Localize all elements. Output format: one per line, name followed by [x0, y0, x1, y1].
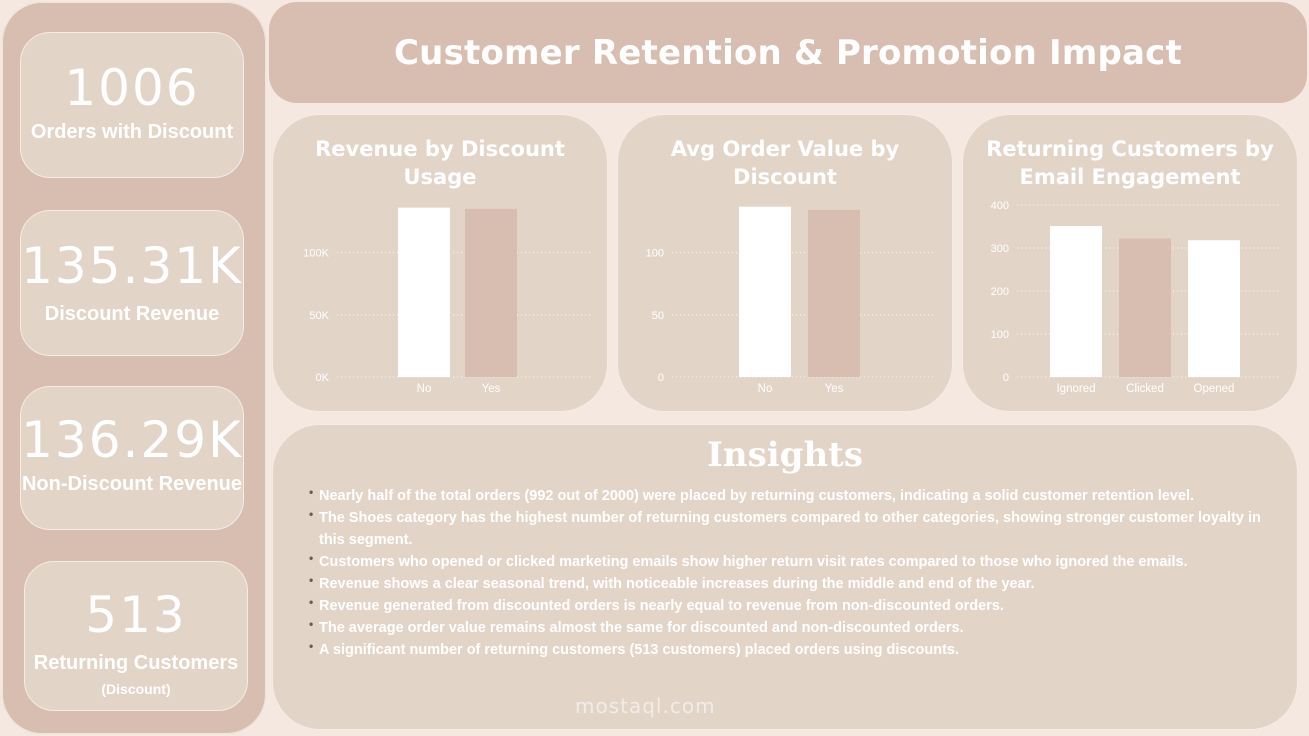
chart-title: Revenue by Discount Usage — [315, 137, 565, 189]
y-tick-label: 200 — [991, 286, 1009, 298]
insight-item: Customers who opened or clicked marketin… — [309, 547, 1261, 573]
bar-opened — [1188, 240, 1240, 377]
chart-revenue-by-discount: 0K 50K 100K No Yes — [303, 207, 591, 395]
x-tick-label: Yes — [825, 383, 844, 395]
bar-no — [398, 207, 450, 377]
y-tick-label: 0 — [658, 372, 664, 384]
insight-item: A significant number of returning custom… — [309, 635, 1261, 661]
kpi-card-returning-customers: 513 Returning Customers (Discount) — [24, 561, 248, 711]
insights-title: Insights — [706, 435, 864, 475]
kpi-value: 513 — [85, 586, 187, 644]
insight-item: The Shoes category has the highest numbe… — [309, 503, 1261, 551]
chart-card-email-engagement: Returning Customers by Email Engagement … — [962, 114, 1298, 412]
y-tick-label: 0 — [1003, 372, 1009, 384]
kpi-value: 135.31K — [21, 237, 243, 295]
x-tick-label: Ignored — [1056, 383, 1095, 395]
watermark: mostaql.com — [575, 694, 716, 718]
chart-avg-order-value: 0 50 100 No Yes — [646, 206, 936, 395]
insights-card: Insights Nearly half of the total orders… — [272, 424, 1298, 730]
insight-item: Nearly half of the total orders (992 out… — [309, 481, 1261, 507]
x-tick-label: No — [417, 383, 432, 395]
kpi-label: Non-Discount Revenue — [21, 473, 243, 495]
chart-card-avg-order-value: Avg Order Value by Discount 0 50 100 No Yes — [617, 114, 953, 412]
chart-title: Avg Order Value by Discount — [670, 137, 900, 189]
y-tick-label: 100 — [646, 248, 664, 260]
y-tick-label: 50K — [309, 310, 329, 322]
kpi-sublabel: (Discount) — [101, 681, 171, 697]
x-tick-label: No — [758, 383, 773, 395]
chart-card-revenue-by-discount: Revenue by Discount Usage 0K 50K 100K No Yes — [272, 114, 608, 412]
insights-list: Nearly half of the total orders (992 out… — [309, 481, 1261, 661]
y-tick-label: 100 — [991, 329, 1009, 341]
kpi-value: 136.29K — [21, 411, 243, 469]
insight-item: Revenue generated from discounted orders… — [309, 591, 1261, 617]
y-tick-label: 50 — [652, 310, 664, 322]
bar-yes — [808, 209, 860, 377]
x-tick-label: Yes — [482, 383, 501, 395]
x-tick-label: Clicked — [1126, 383, 1164, 395]
bar-no — [739, 206, 791, 377]
kpi-label: Returning Customers — [33, 652, 239, 674]
kpi-card-non-discount-revenue: 136.29K Non-Discount Revenue — [20, 386, 244, 530]
kpi-label: Orders with Discount — [30, 121, 234, 143]
x-tick-label: Opened — [1194, 383, 1235, 395]
y-tick-label: 400 — [991, 200, 1009, 212]
insight-item: The average order value remains almost t… — [309, 613, 1261, 639]
page-title: Customer Retention & Promotion Impact — [394, 32, 1182, 73]
chart-email-engagement: 0 100 200 300 400 Ignored Clicked Opened — [991, 200, 1281, 395]
y-tick-label: 0K — [316, 372, 330, 384]
bar-yes — [465, 208, 517, 377]
kpi-value: 1006 — [64, 59, 200, 117]
dashboard-header: Customer Retention & Promotion Impact — [269, 2, 1307, 103]
insight-item: Revenue shows a clear seasonal trend, wi… — [309, 569, 1261, 595]
kpi-card-orders-with-discount: 1006 Orders with Discount — [20, 32, 244, 178]
y-tick-label: 100K — [303, 248, 329, 260]
kpi-label: Discount Revenue — [44, 303, 220, 325]
chart-title: Returning Customers by Email Engagement — [986, 137, 1274, 189]
y-tick-label: 300 — [991, 243, 1009, 255]
bar-ignored — [1050, 226, 1102, 377]
bar-clicked — [1119, 238, 1171, 377]
kpi-card-discount-revenue: 135.31K Discount Revenue — [20, 210, 244, 356]
